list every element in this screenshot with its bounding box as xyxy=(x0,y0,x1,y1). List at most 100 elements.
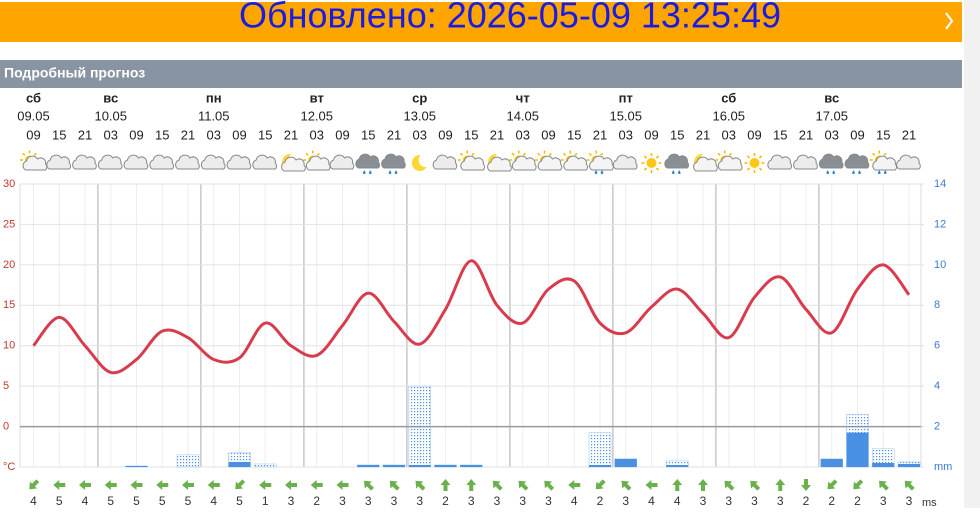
wind-speed: 3 xyxy=(468,494,475,508)
hour-label: 09 xyxy=(541,127,555,142)
hour-label: 21 xyxy=(387,127,401,142)
weather-icon xyxy=(693,153,718,172)
y-tick-label: °C xyxy=(3,461,15,473)
rain-drop xyxy=(594,170,598,175)
wind-arrow xyxy=(750,480,761,491)
cloud xyxy=(693,156,718,172)
sun-ray xyxy=(643,155,648,159)
sun xyxy=(749,158,760,168)
hour-label: 21 xyxy=(78,127,92,142)
day-date: 13.05 xyxy=(403,108,436,123)
section-header xyxy=(0,60,962,88)
hour-label: 09 xyxy=(232,127,246,142)
y2-tick-label: 4 xyxy=(934,380,940,392)
hour-label: 15 xyxy=(52,127,66,142)
day-name: чт xyxy=(516,90,530,105)
precip-bar xyxy=(383,464,405,467)
cloud xyxy=(46,154,72,170)
weather-icon xyxy=(46,154,72,170)
sun-ray xyxy=(717,152,721,156)
cloud xyxy=(149,154,175,170)
sun-ray xyxy=(316,152,320,156)
day-name: вс xyxy=(103,90,118,105)
cloud xyxy=(200,154,226,170)
weather-icon xyxy=(72,154,97,170)
wind-arrow xyxy=(364,480,374,491)
cloud xyxy=(487,156,512,172)
y-tick-label: 0 xyxy=(3,420,9,432)
precip-bar xyxy=(589,464,611,467)
cloud xyxy=(72,154,97,170)
wind-arrow xyxy=(285,480,297,490)
weather-icon xyxy=(560,150,589,171)
weather-icon xyxy=(793,154,818,170)
banner[interactable] xyxy=(0,2,962,42)
cloud xyxy=(612,154,638,170)
wind-arrow xyxy=(440,479,451,491)
sun-ray xyxy=(537,152,541,156)
rain-drop xyxy=(600,170,604,175)
wind-speed: 3 xyxy=(519,494,526,508)
wind-speed: 3 xyxy=(880,494,887,508)
sun-ray xyxy=(728,152,732,156)
wind-arrow xyxy=(518,480,529,491)
y-tick-label: 25 xyxy=(3,218,15,230)
cloud xyxy=(226,154,252,170)
cloud xyxy=(537,155,563,171)
cloud xyxy=(175,154,200,170)
wind-arrow xyxy=(156,480,169,490)
precip-bar xyxy=(898,463,920,467)
hour-label: 09 xyxy=(850,127,864,142)
precip-bar xyxy=(460,464,483,467)
weather-icon xyxy=(612,154,638,170)
wind-arrow xyxy=(801,479,811,491)
weather-icon xyxy=(175,154,200,170)
wind-speed: 3 xyxy=(622,494,629,508)
sun-ray xyxy=(746,167,751,171)
hour-label: 03 xyxy=(104,127,118,142)
wind-arrow xyxy=(827,479,838,490)
precip-bar xyxy=(408,464,431,467)
sun-ray xyxy=(600,152,604,156)
wind-speed: 3 xyxy=(391,494,398,508)
temperature-line xyxy=(32,259,911,375)
wind-speed: 5 xyxy=(107,494,114,508)
wind-speed: 4 xyxy=(210,494,217,508)
day-name: сб xyxy=(721,90,736,105)
sun-ray xyxy=(511,152,515,156)
sun-ray xyxy=(563,152,567,156)
wind-speed: 2 xyxy=(442,494,449,508)
hour-label: 03 xyxy=(516,127,530,142)
wind-speed: 2 xyxy=(313,494,320,508)
wind-unit: ms xyxy=(922,497,937,508)
cloud xyxy=(305,155,331,171)
weather-icon xyxy=(20,150,48,171)
chevron[interactable] xyxy=(945,12,954,30)
wind-arrow xyxy=(853,479,864,490)
wind-arrow xyxy=(775,479,786,491)
weather-icon xyxy=(664,153,690,175)
wind-arrow xyxy=(698,479,708,491)
weather-icon xyxy=(252,154,278,170)
precip-bar xyxy=(820,458,843,467)
wind-arrow xyxy=(544,480,555,491)
wind-arrow xyxy=(259,480,272,490)
day-name: сб xyxy=(26,90,41,105)
wind-arrow xyxy=(672,479,683,491)
sun-ray xyxy=(758,155,763,159)
precip-max-bar xyxy=(176,454,200,468)
hour-label: 03 xyxy=(722,127,736,142)
wind-speed: 2 xyxy=(828,494,835,508)
rain-drop xyxy=(671,170,675,175)
cloud xyxy=(432,154,458,170)
y2-tick-label: 12 xyxy=(934,218,946,230)
weather-icon xyxy=(896,154,921,170)
sun-ray xyxy=(22,152,26,156)
hour-label: 09 xyxy=(438,127,452,142)
wind-arrow xyxy=(29,479,40,490)
wind-arrow xyxy=(130,480,143,490)
weather-icon xyxy=(329,154,355,170)
y2-tick-label: 10 xyxy=(934,259,946,271)
precip-max-bar xyxy=(588,432,612,468)
